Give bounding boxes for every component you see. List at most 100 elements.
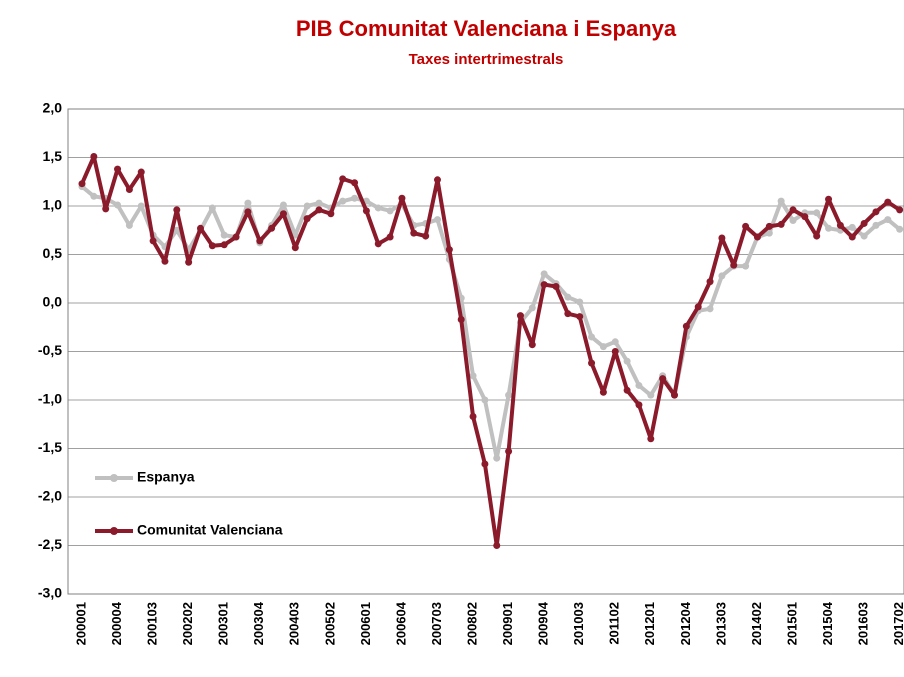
x-tick-label: 201303 — [713, 602, 728, 645]
data-point — [303, 215, 311, 223]
data-point — [505, 391, 513, 399]
y-tick-label: 2,0 — [43, 100, 63, 116]
x-tick-label: 200604 — [393, 601, 408, 645]
y-tick-label: 0,5 — [43, 245, 63, 261]
data-point — [753, 233, 761, 241]
data-point — [173, 226, 181, 234]
data-point — [137, 168, 145, 176]
x-tick-label: 200601 — [358, 602, 373, 645]
data-point — [137, 202, 145, 210]
data-point — [623, 386, 631, 394]
x-tick-label: 200901 — [500, 602, 515, 645]
data-point — [102, 205, 110, 213]
data-point — [528, 341, 536, 349]
data-point — [315, 199, 323, 207]
data-point — [540, 281, 548, 289]
data-point — [434, 176, 441, 184]
data-point — [635, 381, 643, 389]
series-line — [80, 154, 901, 548]
data-point — [564, 293, 572, 301]
data-point — [836, 221, 844, 229]
data-point — [896, 225, 904, 233]
data-point — [599, 388, 607, 396]
data-point — [339, 197, 347, 205]
data-point — [860, 219, 868, 227]
data-point — [825, 195, 833, 203]
data-point — [445, 246, 453, 254]
data-point — [789, 206, 797, 214]
data-point — [422, 232, 430, 240]
data-point — [291, 244, 299, 252]
data-point — [469, 412, 477, 420]
y-tick-label: 1,0 — [43, 197, 63, 213]
data-point — [540, 270, 548, 278]
data-point — [303, 202, 311, 210]
data-point — [765, 229, 773, 237]
data-point — [505, 447, 513, 455]
x-tick-label: 201102 — [607, 602, 622, 645]
y-tick-label: 0,0 — [43, 294, 63, 310]
data-point — [564, 310, 572, 318]
data-point — [469, 372, 477, 380]
data-point — [813, 209, 821, 217]
data-point — [90, 153, 98, 161]
legend-marker — [110, 527, 118, 535]
x-tick-label: 200304 — [251, 601, 266, 645]
data-point — [351, 179, 359, 187]
x-tick-label: 201402 — [749, 602, 764, 645]
data-point — [351, 194, 359, 202]
data-point — [244, 199, 252, 207]
data-point — [90, 192, 98, 200]
y-tick-label: -3,0 — [38, 585, 62, 601]
data-point — [860, 232, 868, 240]
data-point — [777, 220, 785, 228]
data-point — [114, 165, 122, 173]
data-point — [742, 262, 750, 270]
data-point — [528, 304, 536, 312]
plot-border — [67, 108, 904, 595]
data-point — [706, 305, 714, 313]
x-tick-label: 201603 — [856, 602, 871, 645]
data-point — [611, 338, 619, 346]
data-point — [576, 313, 584, 321]
data-point — [611, 348, 619, 355]
data-point — [256, 237, 264, 245]
data-point — [671, 391, 678, 399]
data-point — [279, 210, 287, 218]
data-point — [161, 257, 169, 265]
data-point — [362, 207, 370, 215]
data-point — [232, 233, 240, 241]
data-point — [706, 278, 714, 286]
y-tick-label: -2,0 — [38, 488, 62, 504]
data-point — [694, 303, 702, 311]
x-tick-label: 200703 — [429, 602, 444, 645]
data-point — [552, 283, 560, 291]
data-point — [588, 359, 596, 367]
y-tick-label: -1,0 — [38, 391, 62, 407]
data-point — [682, 322, 690, 330]
x-tick-label: 201003 — [571, 602, 586, 645]
data-point — [493, 454, 501, 462]
data-point — [623, 357, 631, 365]
data-point — [825, 224, 833, 232]
data-point — [386, 207, 394, 215]
legend-marker — [110, 474, 118, 482]
data-point — [374, 204, 382, 212]
y-tick-label: 1,5 — [43, 148, 63, 164]
data-point — [220, 241, 228, 249]
y-tick-label: -1,5 — [38, 439, 62, 455]
data-point — [78, 180, 86, 188]
data-point — [848, 233, 856, 241]
x-tick-label: 200301 — [216, 602, 231, 645]
legend-label: Espanya — [137, 469, 195, 485]
data-point — [434, 216, 441, 224]
chart-title: PIB Comunitat Valenciana i Espanya — [296, 16, 677, 41]
data-point — [789, 217, 797, 225]
data-point — [279, 201, 287, 209]
data-point — [884, 198, 892, 206]
x-tick-label: 200001 — [73, 602, 88, 645]
data-point — [801, 213, 809, 221]
data-point — [410, 229, 418, 237]
data-point — [197, 224, 204, 232]
